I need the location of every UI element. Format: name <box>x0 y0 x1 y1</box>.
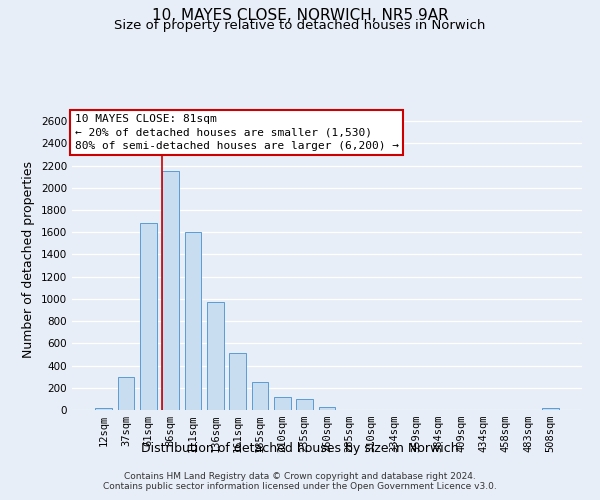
Bar <box>207 302 224 410</box>
Text: Distribution of detached houses by size in Norwich: Distribution of detached houses by size … <box>141 442 459 455</box>
Y-axis label: Number of detached properties: Number of detached properties <box>22 162 35 358</box>
Bar <box>118 376 134 410</box>
Bar <box>274 396 290 410</box>
Bar <box>95 408 112 410</box>
Text: Contains public sector information licensed under the Open Government Licence v3: Contains public sector information licen… <box>103 482 497 491</box>
Bar <box>296 400 313 410</box>
Bar <box>185 232 202 410</box>
Text: Contains HM Land Registry data © Crown copyright and database right 2024.: Contains HM Land Registry data © Crown c… <box>124 472 476 481</box>
Text: Size of property relative to detached houses in Norwich: Size of property relative to detached ho… <box>115 19 485 32</box>
Bar <box>542 408 559 410</box>
Bar <box>162 171 179 410</box>
Bar <box>319 406 335 410</box>
Bar <box>229 354 246 410</box>
Text: 10 MAYES CLOSE: 81sqm
← 20% of detached houses are smaller (1,530)
80% of semi-d: 10 MAYES CLOSE: 81sqm ← 20% of detached … <box>74 114 398 151</box>
Bar <box>140 224 157 410</box>
Text: 10, MAYES CLOSE, NORWICH, NR5 9AR: 10, MAYES CLOSE, NORWICH, NR5 9AR <box>152 8 448 22</box>
Bar <box>251 382 268 410</box>
